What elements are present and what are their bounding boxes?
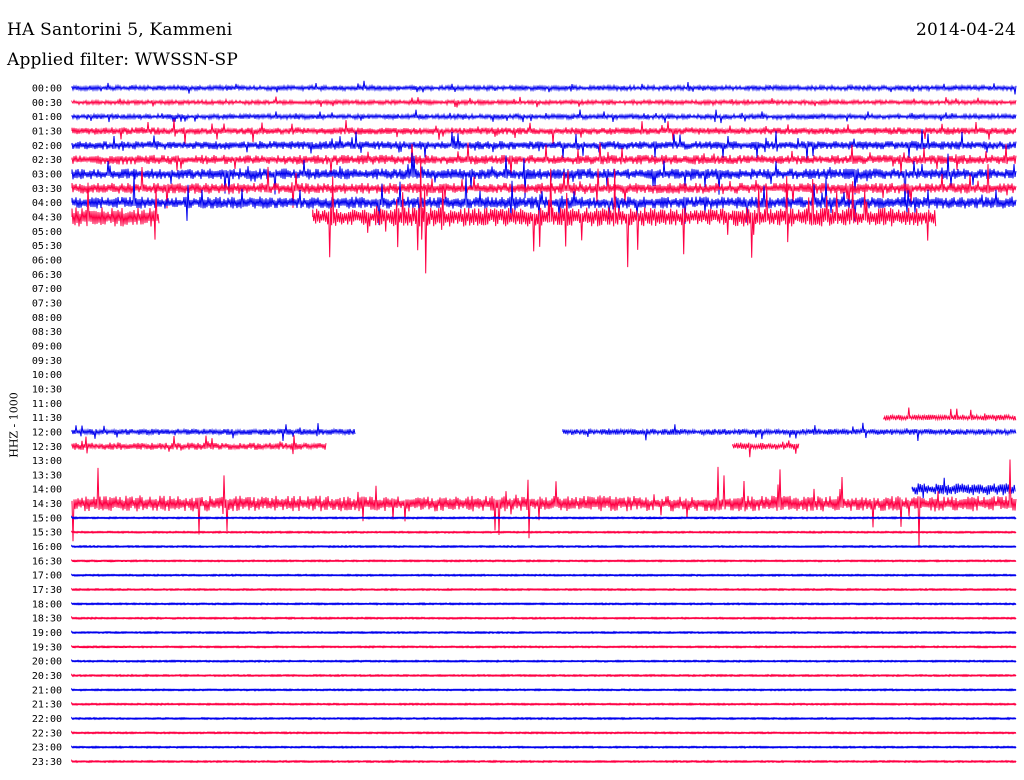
time-tick-1530: 15:30 [32,528,62,539]
time-tick-0800: 08:00 [32,313,62,324]
trace-1200-seg0 [71,423,356,442]
trace-1700-seg0 [71,573,1017,577]
time-tick-1100: 11:00 [32,399,62,410]
time-tick-0730: 07:30 [32,298,62,309]
trace-1230-seg1 [732,440,800,458]
applied-filter: Applied filter: WWSSN-SP [7,50,239,70]
time-tick-1230: 12:30 [32,442,62,453]
trace-1730-seg0 [71,587,1017,592]
trace-1800-seg0 [71,602,1017,606]
time-tick-0400: 04:00 [32,198,62,209]
time-tick-2300: 23:00 [32,743,62,754]
time-tick-1800: 18:00 [32,599,62,610]
trace-2300-seg0 [71,745,1017,750]
time-tick-1500: 15:00 [32,513,62,524]
time-tick-0600: 06:00 [32,255,62,266]
trace-1830-seg0 [71,615,1017,621]
time-tick-1200: 12:00 [32,427,62,438]
trace-2200-seg0 [71,716,1017,721]
time-tick-labels: 00:00 00:30 01:00 01:30 02:00 02:30 03:00 03:30… [32,84,62,769]
trace-1630-seg0 [71,559,1017,563]
time-tick-1430: 14:30 [32,499,62,510]
time-tick-0700: 07:00 [32,284,62,295]
time-tick-2130: 21:30 [32,700,62,711]
trace-2030-seg0 [71,673,1017,678]
time-tick-1130: 11:30 [32,413,62,424]
time-tick-0900: 09:00 [32,341,62,352]
trace-0000-seg0 [71,80,1017,95]
time-tick-0030: 00:30 [32,98,62,109]
time-tick-0130: 01:30 [32,126,62,137]
trace-1130-seg0 [883,407,1017,422]
time-tick-1830: 18:30 [32,614,62,625]
time-tick-0200: 02:00 [32,141,62,152]
time-tick-1030: 10:30 [32,384,62,395]
time-tick-0230: 02:30 [32,155,62,166]
trace-0430-seg1 [312,158,937,274]
trace-2130-seg0 [71,701,1017,707]
trace-1930-seg0 [71,644,1017,649]
time-tick-0000: 00:00 [32,84,62,95]
trace-1230-seg0 [71,435,327,455]
time-tick-1700: 17:00 [32,571,62,582]
trace-1200-seg1 [562,422,1017,441]
trace-0100-seg0 [71,109,1017,124]
time-tick-1330: 13:30 [32,470,62,481]
time-tick-1930: 19:30 [32,642,62,653]
trace-0030-seg0 [71,96,1017,108]
time-tick-2000: 20:00 [32,657,62,668]
time-tick-0930: 09:30 [32,356,62,367]
trace-1430-seg0 [71,459,1017,548]
trace-1500-seg0 [71,515,1017,520]
trace-1400-seg0 [911,477,1016,499]
time-tick-0300: 03:00 [32,169,62,180]
time-tick-2030: 20:30 [32,671,62,682]
time-tick-1400: 14:00 [32,485,62,496]
trace-2100-seg0 [71,687,1017,692]
trace-0300-seg0 [71,152,1017,207]
time-tick-0830: 08:30 [32,327,62,338]
time-tick-0430: 04:30 [32,212,62,223]
time-tick-2100: 21:00 [32,685,62,696]
time-tick-1300: 13:00 [32,456,62,467]
time-tick-1630: 16:30 [32,556,62,567]
record-date: 2014-04-24 [915,20,1016,40]
time-tick-0330: 03:30 [32,184,62,195]
trace-1530-seg0 [71,530,1017,535]
trace-2330-seg0 [71,759,1017,764]
trace-0230-seg0 [71,142,1017,176]
trace-0400-seg0 [71,173,1017,226]
time-tick-1730: 17:30 [32,585,62,596]
trace-0130-seg0 [71,119,1017,145]
time-tick-0100: 01:00 [32,112,62,123]
time-tick-2200: 22:00 [32,714,62,725]
time-tick-2330: 23:30 [32,757,62,768]
seismic-traces [71,80,1017,764]
time-tick-1900: 19:00 [32,628,62,639]
time-tick-1600: 16:00 [32,542,62,553]
trace-2230-seg0 [71,730,1017,735]
trace-0330-seg0 [71,164,1017,209]
trace-0430-seg0 [71,182,160,240]
station-title: HA Santorini 5, Kammeni [7,20,233,40]
trace-0200-seg0 [71,128,1017,162]
time-tick-1000: 10:00 [32,370,62,381]
time-tick-0630: 06:30 [32,270,62,281]
trace-1600-seg0 [71,544,1017,549]
time-tick-0500: 05:00 [32,227,62,238]
trace-2000-seg0 [71,659,1017,664]
trace-1900-seg0 [71,630,1017,635]
time-tick-0530: 05:30 [32,241,62,252]
time-tick-2230: 22:30 [32,728,62,739]
